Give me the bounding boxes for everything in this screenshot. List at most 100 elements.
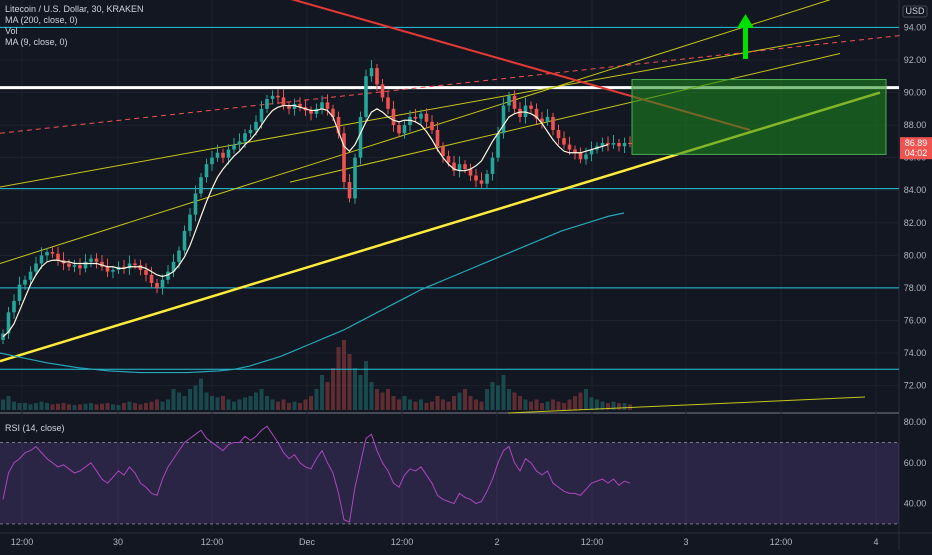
- volume-bar: [254, 392, 258, 410]
- candle-body: [105, 266, 110, 272]
- candle-body: [34, 263, 38, 272]
- candle-body: [512, 95, 517, 109]
- volume-bar: [584, 389, 588, 410]
- candle-body: [188, 214, 192, 231]
- volume-bar: [474, 399, 478, 410]
- candle-body: [182, 230, 187, 251]
- volume-bar: [248, 396, 253, 410]
- volume-bar: [100, 403, 104, 410]
- volume-bar: [204, 392, 209, 410]
- channel-line: [0, 35, 841, 188]
- volume-bar: [287, 403, 291, 410]
- candle-body: [50, 252, 55, 254]
- volume-bar: [116, 405, 121, 410]
- candle-body: [485, 173, 489, 184]
- volume-bar: [182, 396, 187, 410]
- volume-bar: [364, 361, 368, 410]
- price-tick-label: 78.00: [904, 283, 927, 293]
- volume-bar: [94, 404, 99, 410]
- price-tick-label: 90.00: [904, 88, 927, 98]
- price-axis: USD94.0092.0090.0088.0086.0084.0082.0080…: [900, 5, 932, 509]
- candle-body: [210, 157, 214, 165]
- volume-bar: [309, 396, 313, 410]
- candle-body: [133, 263, 137, 266]
- volume-bar: [369, 382, 374, 410]
- volume-bar: [336, 347, 341, 410]
- candle-body: [364, 76, 368, 117]
- currency-box: [902, 5, 928, 18]
- volume-bar: [61, 403, 66, 410]
- candle-body: [265, 99, 269, 109]
- volume-bar: [50, 404, 55, 410]
- candle-body: [331, 108, 335, 117]
- volume-bar: [540, 403, 544, 410]
- candle-body: [336, 116, 341, 134]
- candle-body: [171, 261, 176, 272]
- time-tick-label: Dec: [299, 537, 316, 547]
- volume-bar: [391, 396, 396, 410]
- volume-bar: [160, 401, 165, 410]
- candle-body: [534, 108, 539, 119]
- candle-body: [622, 143, 627, 147]
- candle-body: [419, 113, 423, 119]
- candle-body: [584, 154, 588, 160]
- time-tick-label: 12:00: [11, 537, 34, 547]
- volume-bar: [67, 404, 71, 410]
- ma200-legend: MA (200, close, 0): [5, 15, 78, 25]
- volume-bar: [155, 399, 159, 410]
- candle-body: [67, 263, 71, 267]
- volume-bar: [413, 401, 418, 410]
- candle-body: [529, 105, 533, 109]
- volume-bar: [397, 399, 401, 410]
- volume-bar: [457, 392, 462, 410]
- candle-body: [138, 265, 143, 270]
- volume-bar: [617, 403, 621, 410]
- time-tick-label: 12:00: [391, 537, 414, 547]
- volume-bar: [529, 401, 533, 410]
- volume-bar: [556, 401, 561, 410]
- volume-bar: [149, 401, 154, 410]
- volume-bar: [430, 401, 434, 410]
- candle-body: [17, 284, 22, 301]
- volume-bar: [402, 396, 407, 410]
- last-price-label: 86.89: [905, 138, 928, 148]
- price-tick-label: 92.00: [904, 55, 927, 65]
- candle-body: [567, 144, 572, 150]
- candle-body: [424, 113, 429, 122]
- candle-body: [457, 164, 462, 171]
- candle-body: [573, 149, 577, 153]
- volume-bar: [171, 389, 176, 410]
- candle-body: [72, 265, 77, 267]
- volume-bar: [28, 404, 33, 410]
- volume-bar: [298, 403, 302, 410]
- candle-body: [237, 141, 242, 145]
- rsi-band: [0, 442, 899, 524]
- candle-body: [243, 133, 247, 142]
- time-tick-label: 3: [683, 537, 688, 547]
- price-tick-label: 80.00: [904, 250, 927, 260]
- volume-bar: [232, 401, 236, 410]
- candle-body: [496, 133, 500, 158]
- volume-bar: [215, 397, 220, 410]
- volume-bar: [353, 368, 357, 410]
- volume-bar: [12, 401, 16, 410]
- candle-body: [490, 157, 495, 174]
- volume-bar: [243, 397, 247, 410]
- volume-bar: [485, 389, 489, 410]
- currency-label: USD: [905, 6, 925, 16]
- volume-bar: [512, 392, 517, 410]
- rsi-tick-label: 40.00: [904, 499, 927, 509]
- volume-bar: [419, 399, 423, 410]
- candle-body: [562, 138, 566, 145]
- candle-body: [281, 97, 286, 106]
- candle-body: [221, 152, 225, 158]
- candle-body: [430, 121, 434, 130]
- candle-body: [342, 133, 346, 183]
- volume-bar: [325, 382, 330, 410]
- candle-body: [628, 143, 632, 145]
- candle-body: [540, 118, 544, 122]
- volume-bar: [314, 389, 319, 410]
- arrow-head: [737, 14, 754, 28]
